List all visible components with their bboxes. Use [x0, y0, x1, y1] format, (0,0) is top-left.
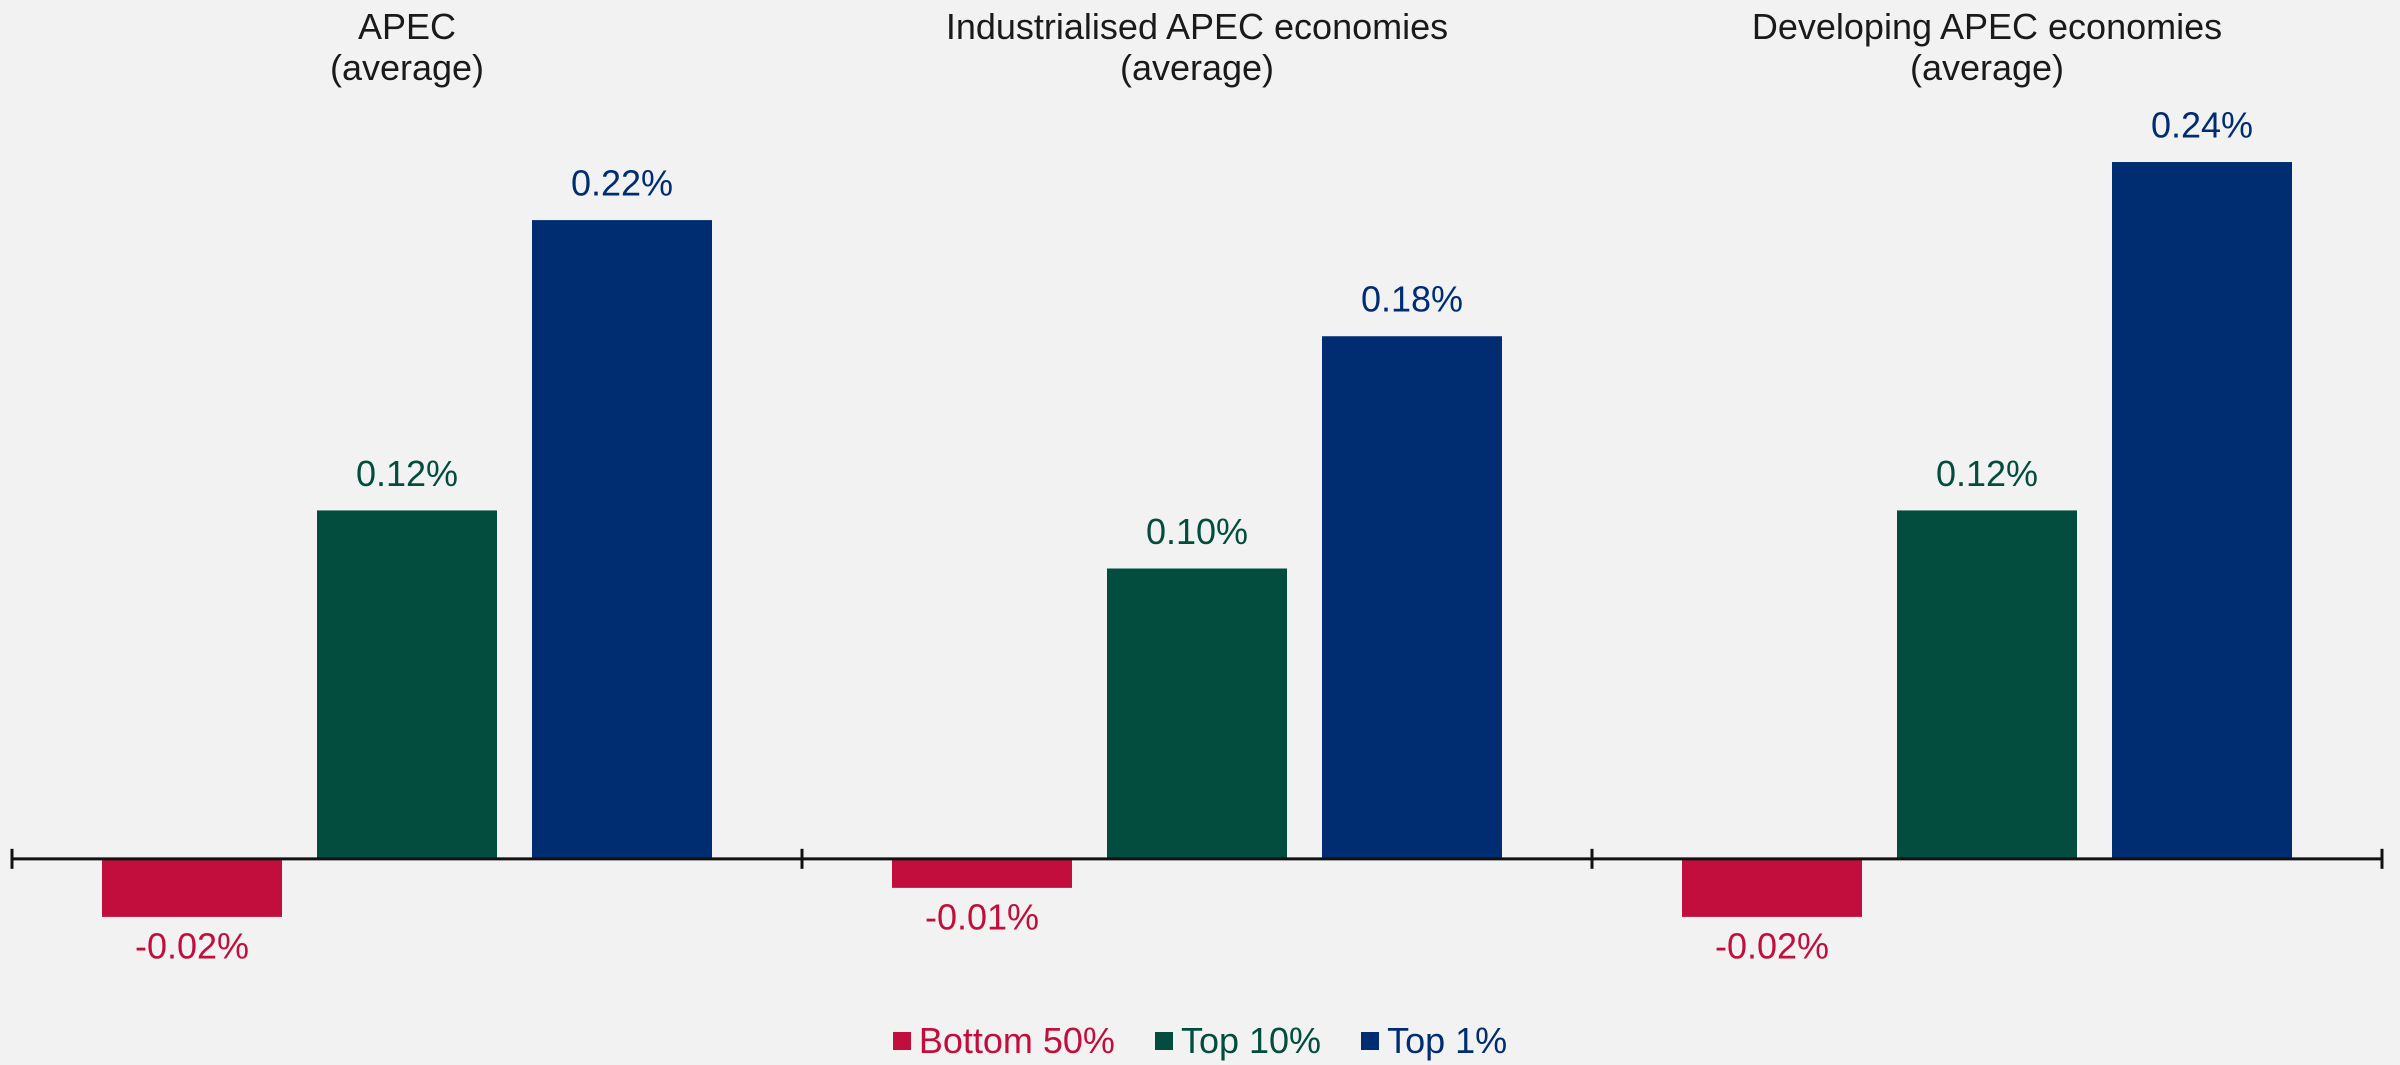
- category-label: APEC (average): [329, 6, 485, 88]
- bar: [1322, 336, 1502, 859]
- category-label: Developing APEC economies (average): [1751, 6, 2223, 88]
- bar: [1682, 858, 1862, 917]
- legend-item: Top 10%: [1154, 1018, 1322, 1064]
- legend-label: Bottom 50%: [918, 1020, 1115, 1061]
- value-label: 0.10%: [1146, 511, 1248, 552]
- bar: [1897, 510, 2077, 859]
- legend-label: Top 10%: [1180, 1020, 1322, 1061]
- bar: [102, 858, 282, 917]
- value-label: 0.12%: [1936, 453, 2038, 494]
- legend-item: Bottom 50%: [892, 1018, 1115, 1064]
- value-label: 0.24%: [2151, 105, 2253, 146]
- value-label: -0.01%: [925, 896, 1039, 937]
- legend-swatch: [892, 1032, 911, 1050]
- value-label: 0.22%: [571, 163, 673, 204]
- value-label: 0.18%: [1361, 279, 1463, 320]
- legend: Bottom 50% Top 10% Top 1%: [0, 1018, 2400, 1064]
- value-label: 0.12%: [356, 453, 458, 494]
- bar: [532, 220, 712, 859]
- legend-swatch: [1154, 1032, 1173, 1050]
- legend-swatch: [1361, 1032, 1380, 1050]
- legend-item: Top 1%: [1361, 1018, 1507, 1064]
- bar: [892, 858, 1072, 888]
- bar: [2112, 162, 2292, 859]
- legend-label: Top 1%: [1387, 1020, 1508, 1061]
- category-label: Industrialised APEC economies (average): [945, 6, 1449, 88]
- bar: [1107, 568, 1287, 859]
- value-label: -0.02%: [1715, 925, 1829, 966]
- value-label: -0.02%: [135, 925, 249, 966]
- bar: [317, 510, 497, 859]
